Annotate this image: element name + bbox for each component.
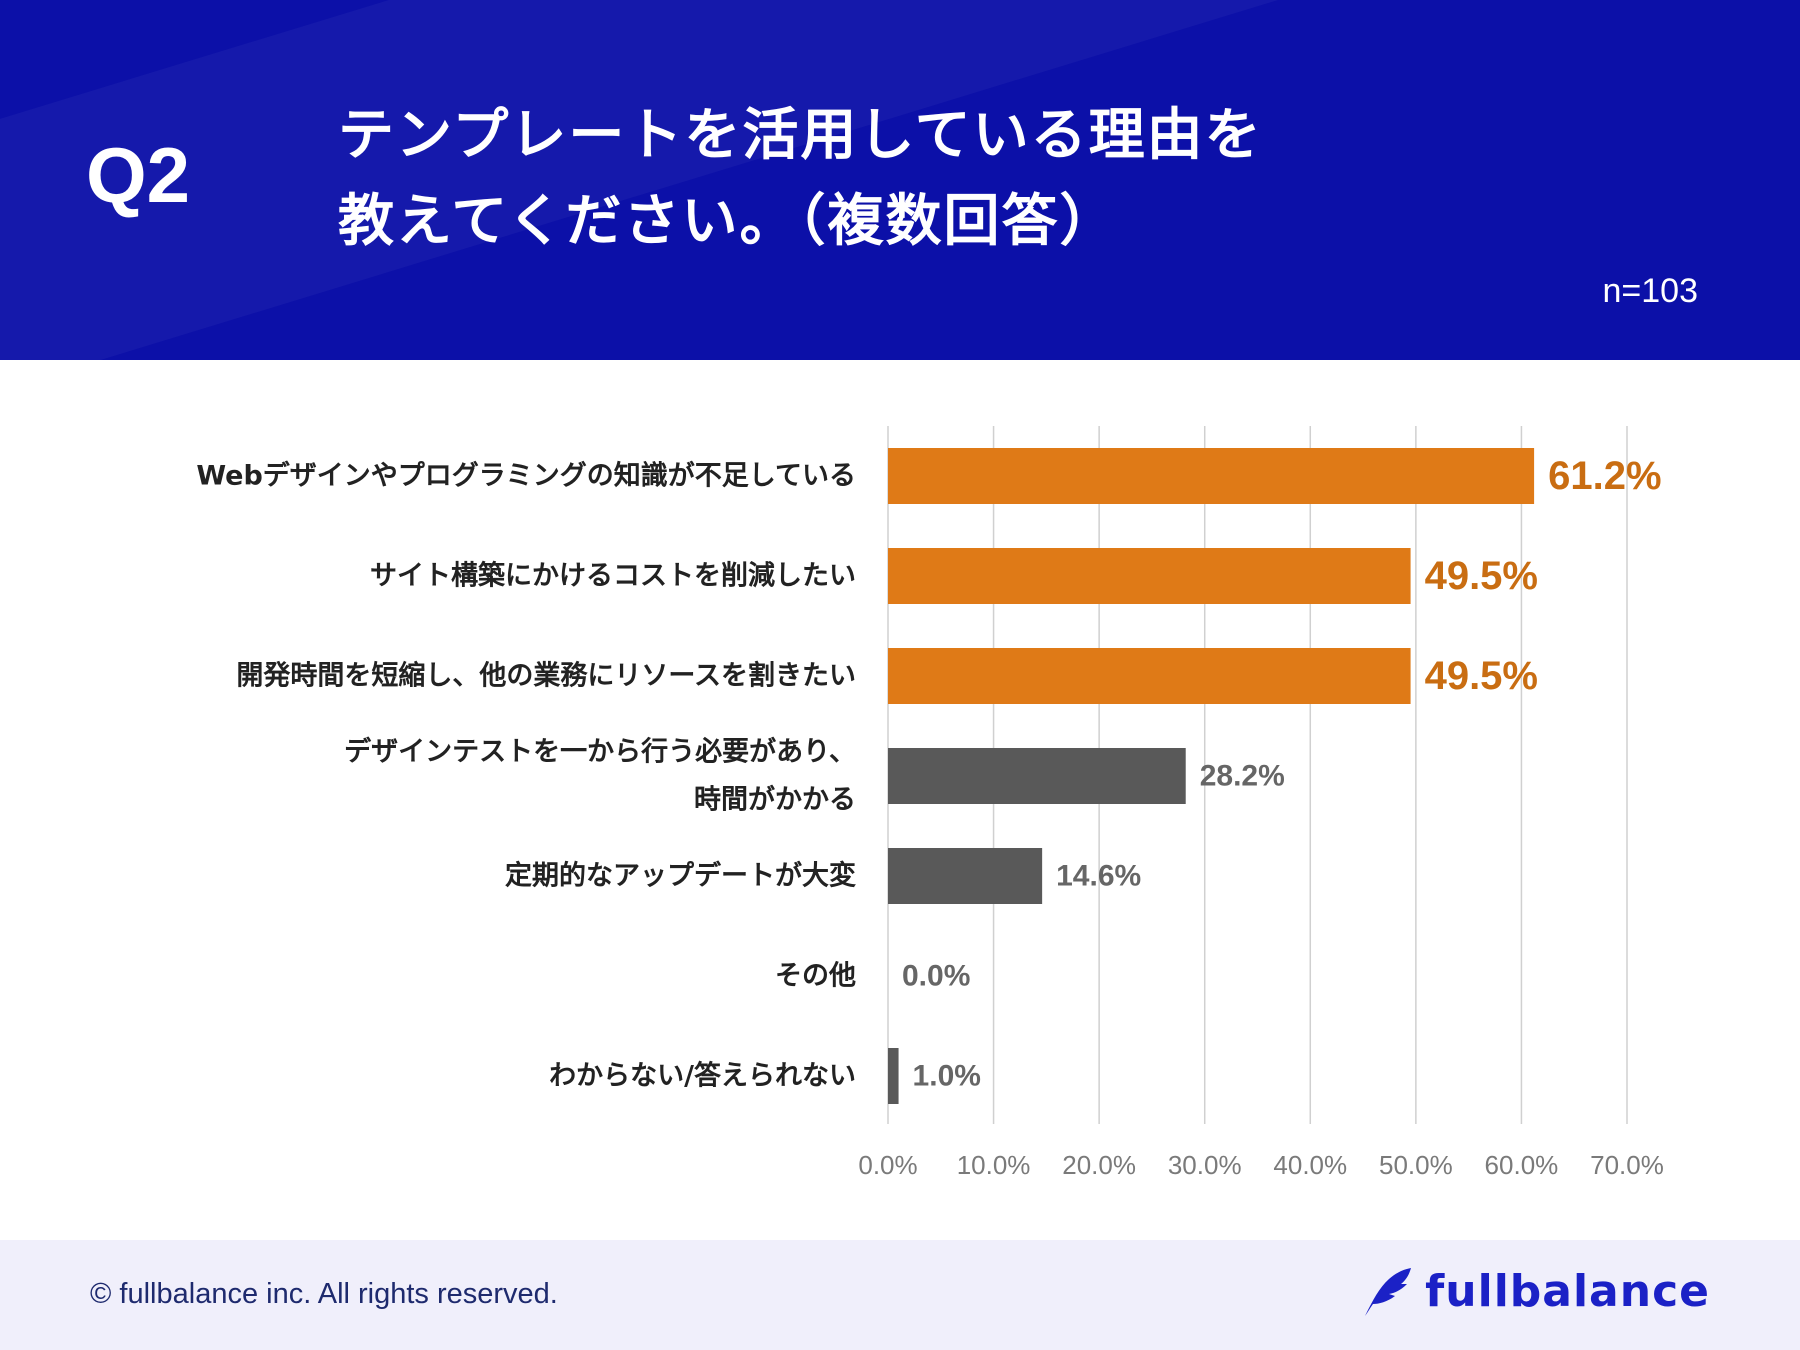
bar-chart: 61.2% Webデザインやプログラミングの知識が不足している 49.5% サイト構築…	[0, 360, 1800, 1240]
brand-logo: fullbalance	[1361, 1262, 1710, 1322]
bar-6	[888, 1048, 899, 1104]
bar-value-label-5: 0.0%	[902, 960, 970, 993]
x-tick-label-7: 70.0%	[1590, 1150, 1664, 1180]
bar-value-label-4: 14.6%	[1056, 860, 1141, 893]
bar-value-label-3: 28.2%	[1200, 760, 1285, 793]
footer: © fullbalance inc. All rights reserved. …	[0, 1240, 1800, 1350]
category-label-5: その他	[775, 961, 856, 992]
bar-1	[888, 548, 1411, 604]
bar-2	[888, 648, 1411, 704]
bar-value-label-0: 61.2%	[1548, 454, 1661, 498]
x-tick-label-1: 10.0%	[957, 1150, 1031, 1180]
x-tick-label-4: 40.0%	[1273, 1150, 1347, 1180]
bar-value-label-6: 1.0%	[913, 1060, 981, 1093]
category-label-4: 定期的なアップデートが大変	[505, 860, 856, 892]
category-label-1: サイト構築にかけるコストを削減したい	[370, 560, 856, 592]
category-label-6: わからない/答えられない	[549, 1060, 856, 1092]
x-tick-label-0: 0.0%	[858, 1150, 917, 1180]
x-tick-label-3: 30.0%	[1168, 1150, 1242, 1180]
sample-size: n=103	[1602, 272, 1699, 310]
bar-4	[888, 848, 1043, 904]
feather-icon	[1365, 1268, 1412, 1316]
copyright-text: © fullbalance inc. All rights reserved.	[90, 1278, 558, 1310]
category-label-3-line-1: デザインテストを一から行う必要があり、	[344, 736, 856, 768]
x-tick-label-2: 20.0%	[1062, 1150, 1136, 1180]
brand-name: fullbalance	[1425, 1266, 1710, 1317]
category-label-0: Webデザインやプログラミングの知識が不足している	[196, 460, 856, 492]
x-tick-label-5: 50.0%	[1379, 1150, 1453, 1180]
bar-value-label-1: 49.5%	[1425, 554, 1538, 598]
x-tick-label-6: 60.0%	[1485, 1150, 1559, 1180]
question-title-line-1: テンプレートを活用している理由を	[338, 103, 1263, 168]
bar-0	[888, 448, 1535, 504]
category-label-3-line-2: 時間がかかる	[694, 784, 856, 816]
category-label-2: 開発時間を短縮し、他の業務にリソースを割きたい	[236, 660, 856, 692]
bar-chart-canvas: 61.2% Webデザインやプログラミングの知識が不足している 49.5% サイト構築…	[196, 426, 1664, 1180]
question-title-line-2: 教えてください。（複数回答）	[338, 189, 1118, 254]
question-number: Q2	[86, 131, 191, 219]
bar-value-label-2: 49.5%	[1425, 654, 1538, 698]
header-decoration	[0, 0, 1800, 360]
bar-3	[888, 748, 1186, 804]
header-banner: Q2 テンプレートを活用している理由を 教えてください。（複数回答） n=103	[0, 0, 1800, 360]
